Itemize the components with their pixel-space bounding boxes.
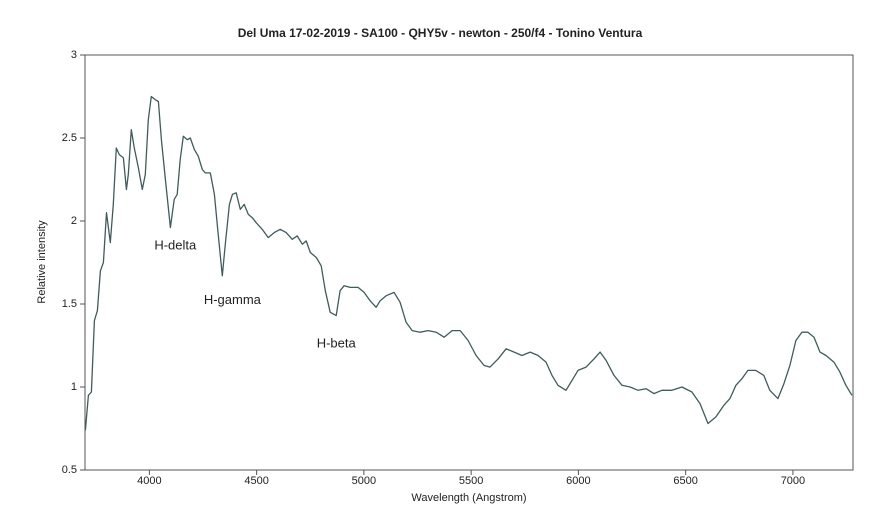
x-tick-label: 5000	[352, 475, 376, 487]
x-tick-label: 6000	[566, 475, 590, 487]
x-tick-label: 6500	[673, 475, 697, 487]
y-tick-label: 3	[71, 49, 77, 61]
annotation: H-beta	[317, 335, 357, 350]
x-tick-label: 5500	[459, 475, 483, 487]
x-tick-label: 7000	[781, 475, 805, 487]
y-axis-label: Relative intensity	[36, 220, 48, 304]
x-tick-label: 4500	[244, 475, 268, 487]
spectrum-line	[84, 95, 853, 431]
annotation: H-gamma	[204, 292, 262, 307]
y-tick-label: 1	[71, 381, 77, 393]
annotation: H-delta	[154, 237, 197, 252]
y-tick-label: 0.5	[62, 464, 77, 476]
x-tick-label: 4000	[137, 475, 161, 487]
y-tick-label: 1.5	[62, 298, 77, 310]
x-axis-label: Wavelength (Angstrom)	[411, 492, 526, 504]
chart-title: Del Uma 17-02-2019 - SA100 - QHY5v - new…	[238, 26, 643, 40]
y-tick-label: 2	[71, 215, 77, 227]
plot-frame	[84, 54, 854, 471]
y-tick-label: 2.5	[62, 132, 77, 144]
